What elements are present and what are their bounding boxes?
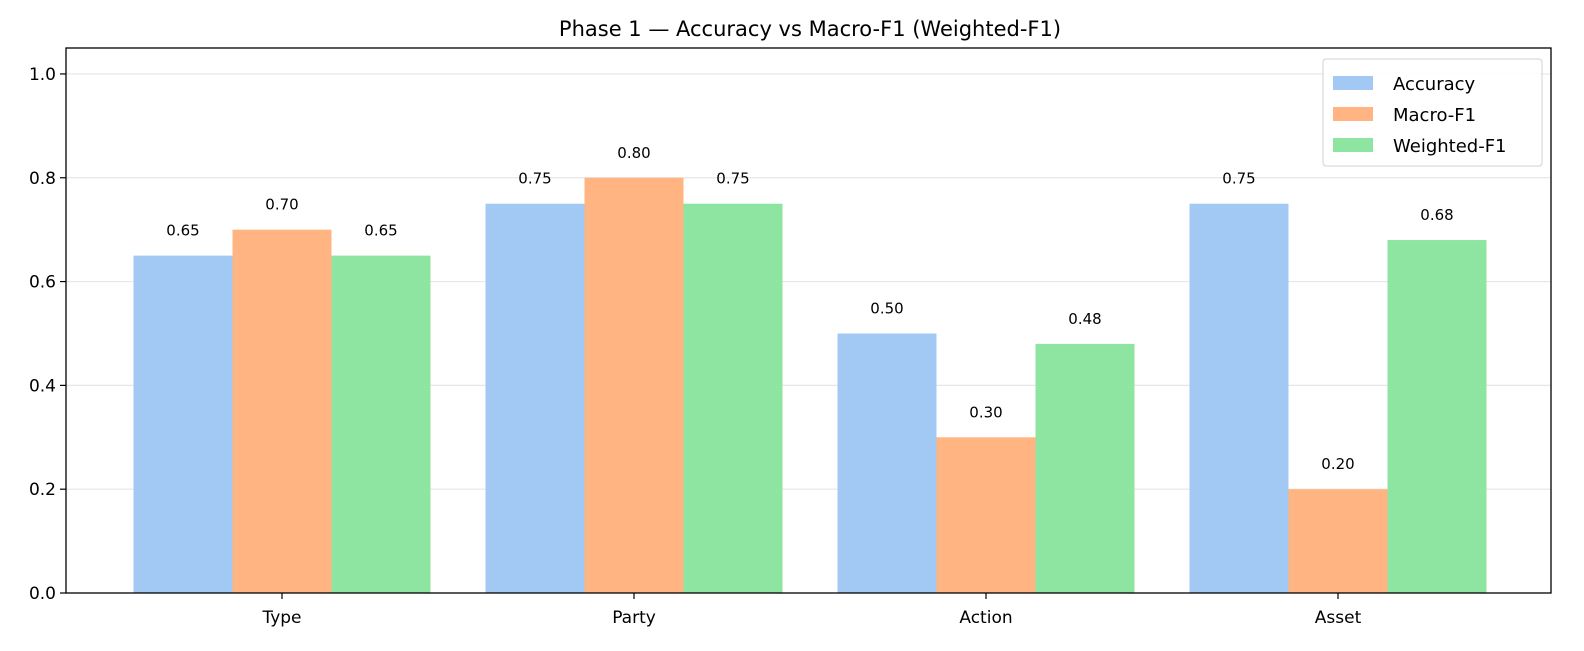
bar-value-label: 0.48 <box>1068 310 1101 328</box>
chart-title: Phase 1 — Accuracy vs Macro-F1 (Weighted… <box>559 17 1061 41</box>
bars <box>133 177 1487 594</box>
y-tick-label: 0.4 <box>29 376 56 396</box>
bar-value-labels: 0.65 0.70 0.65 0.75 0.80 0.75 0.50 0.30 0.48 0.75… <box>166 144 1453 473</box>
y-tick-label: 0.2 <box>29 480 56 500</box>
bar <box>232 229 332 593</box>
bar-value-label: 0.68 <box>1420 206 1453 224</box>
legend-entry: Accuracy <box>1393 74 1476 95</box>
bar-value-label: 0.50 <box>870 299 903 317</box>
legend-entry: Macro-F1 <box>1393 105 1476 126</box>
legend: Accuracy Macro-F1 Weighted-F1 <box>1322 58 1543 167</box>
y-tick-label: 1.0 <box>29 65 56 85</box>
y-tick-label: 0.8 <box>29 169 56 189</box>
bar <box>837 333 937 593</box>
legend-swatch <box>1333 76 1373 90</box>
bar-value-label: 0.70 <box>265 196 298 214</box>
legend-entry: Weighted-F1 <box>1393 136 1507 157</box>
y-axis: 0.0 0.2 0.4 0.6 0.8 1.0 <box>29 65 66 604</box>
bar-value-label: 0.65 <box>364 222 397 240</box>
y-tick-label: 0.0 <box>29 584 56 604</box>
bar-value-label: 0.65 <box>166 222 199 240</box>
bar <box>1387 240 1487 594</box>
bar-value-label: 0.75 <box>1222 170 1255 188</box>
bar-value-label: 0.30 <box>969 403 1002 421</box>
bar <box>133 255 233 593</box>
x-axis: Type Party Action Asset <box>261 593 1362 628</box>
legend-swatch <box>1333 107 1373 121</box>
bar <box>485 203 585 593</box>
bar <box>1035 343 1135 593</box>
x-tick-label: Asset <box>1315 608 1362 628</box>
bar <box>1288 489 1388 593</box>
x-tick-label: Party <box>612 608 656 628</box>
bar <box>683 203 783 593</box>
bar <box>1189 203 1289 593</box>
legend-box <box>1322 58 1543 167</box>
plot-frame <box>65 47 1552 594</box>
legend-swatch <box>1333 138 1373 152</box>
bar <box>936 437 1036 593</box>
bar-value-label: 0.20 <box>1321 455 1354 473</box>
bar-value-label: 0.75 <box>716 170 749 188</box>
bar-value-label: 0.80 <box>617 144 650 162</box>
x-tick-label: Type <box>261 608 301 628</box>
y-tick-label: 0.6 <box>29 273 56 293</box>
bar <box>584 177 684 593</box>
bar <box>331 255 431 593</box>
x-tick-label: Action <box>959 608 1012 628</box>
bar-value-label: 0.75 <box>518 170 551 188</box>
